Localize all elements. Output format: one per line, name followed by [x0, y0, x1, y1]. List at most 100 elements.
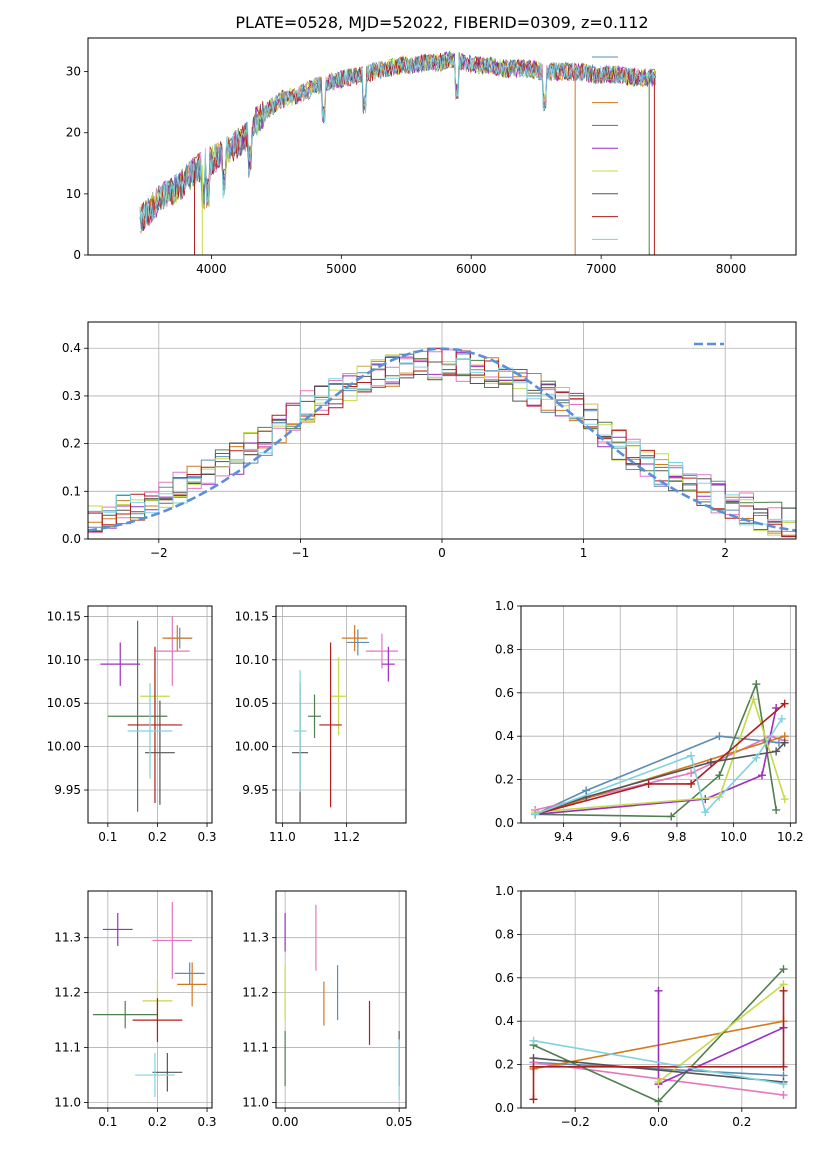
- panel-mass_vs_ebv: 0.00 0.05 11.0 11.1 11.2 11.3: [242, 890, 413, 1129]
- y-tick-label: 10.00: [235, 740, 269, 754]
- axes-frame: [275, 605, 407, 824]
- y-tick-label: 11.0: [54, 1096, 81, 1110]
- mass-weight-line-2: [534, 735, 785, 816]
- y-tick-label: 10.15: [47, 609, 81, 623]
- x-tick-label: 0.00: [272, 1115, 299, 1129]
- mass-weight-line-7: [534, 702, 786, 816]
- plot-area: [88, 606, 212, 823]
- spectrum-line-3: [139, 51, 656, 232]
- panel-mass_weight_vs_Z: −0.2 0.0 0.2 0.0 0.2 0.4 0.6 0.8 1.0: [495, 884, 797, 1129]
- x-tick-label: 10.2: [777, 830, 804, 844]
- y-tick-label: 0.0: [495, 816, 514, 830]
- y-tick-label: 20: [66, 126, 81, 140]
- y-tick-label: 10: [66, 187, 81, 201]
- x-tick-label: 9.4: [554, 830, 573, 844]
- x-tick-label: 0.0: [649, 1115, 668, 1129]
- y-tick-label: 0.0: [62, 532, 81, 546]
- mass-weight-line-0: [534, 735, 780, 816]
- y-tick-label: 0.6: [495, 686, 514, 700]
- y-tick-label: 11.0: [242, 1096, 269, 1110]
- panel-spectrum: 4000 5000 6000 7000 8000 0 10 20 30: [66, 37, 797, 276]
- x-tick-label: 0.3: [197, 830, 216, 844]
- chart-panels: 4000 5000 6000 7000 8000 0 10 20 30 −2 −1 0 1 2 0.0 0.1…: [47, 37, 804, 1129]
- y-tick-label: 30: [66, 65, 81, 79]
- axes-frame: [520, 890, 797, 1109]
- axes-frame: [87, 890, 213, 1109]
- y-tick-label: 10.05: [235, 696, 269, 710]
- y-tick-label: 0.1: [62, 484, 81, 498]
- plot-area: [521, 891, 796, 1108]
- plot-area: [88, 322, 796, 539]
- y-tick-label: 0.8: [495, 642, 514, 656]
- x-tick-label: 0: [438, 546, 446, 560]
- y-tick-label: 9.95: [242, 783, 269, 797]
- y-tick-label: 11.1: [54, 1041, 81, 1055]
- x-tick-label: 11.2: [333, 830, 360, 844]
- y-tick-label: 0.4: [495, 1014, 514, 1028]
- mass-weight-line-4: [535, 707, 777, 816]
- y-tick-label: 0.4: [62, 341, 81, 355]
- y-tick-label: 9.95: [54, 783, 81, 797]
- panel-mass_weight_vs_age: 9.4 9.6 9.8 10.0 10.2 0.0 0.2 0.4 0.6 0.8 1.0: [495, 599, 804, 844]
- x-tick-label: 7000: [586, 262, 617, 276]
- mass-weight-line-6: [533, 1057, 784, 1083]
- mass-weight-line-7: [532, 990, 785, 1100]
- y-tick-label: 0.3: [62, 389, 81, 403]
- spectrum-line-6: [139, 53, 656, 227]
- x-tick-label: 0.2: [732, 1115, 751, 1129]
- figure-title: PLATE=0528, MJD=52022, FIBERID=0309, z=0…: [235, 13, 648, 32]
- y-tick-label: 0.8: [495, 927, 514, 941]
- x-tick-label: −2: [150, 546, 168, 560]
- y-tick-label: 0.4: [495, 729, 514, 743]
- x-tick-label: 6000: [456, 262, 487, 276]
- y-tick-label: 10.10: [47, 653, 81, 667]
- y-tick-label: 11.2: [54, 986, 81, 1000]
- y-tick-label: 10.05: [47, 696, 81, 710]
- x-tick-label: 10.0: [720, 830, 747, 844]
- spectrum-line-8: [139, 54, 656, 228]
- y-tick-label: 0.2: [495, 773, 514, 787]
- y-tick-label: 10.10: [235, 653, 269, 667]
- residual-histogram-7: [88, 347, 796, 537]
- x-tick-label: 9.6: [611, 830, 630, 844]
- plot-area: [139, 50, 656, 255]
- spectrum-line-7: [139, 52, 656, 231]
- y-tick-label: 11.1: [242, 1041, 269, 1055]
- x-tick-label: −0.2: [561, 1115, 590, 1129]
- y-tick-label: 10.00: [47, 740, 81, 754]
- y-tick-label: 11.3: [54, 931, 81, 945]
- plot-area: [88, 891, 212, 1108]
- spectrum-line-1: [139, 52, 656, 235]
- x-tick-label: 0.1: [98, 1115, 117, 1129]
- x-tick-label: 9.8: [667, 830, 686, 844]
- y-tick-label: 1.0: [495, 884, 514, 898]
- mass-weight-line-8: [534, 718, 783, 816]
- panel-mass_vs_Z: 0.1 0.2 0.3 11.0 11.1 11.2 11.3: [54, 890, 217, 1129]
- x-tick-label: 0.2: [148, 1115, 167, 1129]
- plot-area: [521, 606, 796, 823]
- y-tick-label: 0.6: [495, 971, 514, 985]
- axes-frame: [520, 605, 797, 824]
- y-tick-label: 1.0: [495, 599, 514, 613]
- panel-residuals: −2 −1 0 1 2 0.0 0.1 0.2 0.3 0.4: [62, 321, 797, 560]
- y-tick-label: 0.0: [495, 1101, 514, 1115]
- x-tick-label: 5000: [326, 262, 357, 276]
- y-tick-label: 0: [73, 248, 81, 262]
- x-tick-label: 0.1: [98, 830, 117, 844]
- spectrum-line-2: [139, 53, 656, 228]
- x-tick-label: −1: [292, 546, 310, 560]
- y-tick-label: 0.2: [62, 437, 81, 451]
- panel-age_vs_mass: 11.0 11.2 9.95 10.00 10.05 10.10 10.15: [235, 605, 407, 844]
- mass-weight-line-5: [535, 696, 786, 813]
- residual-histogram-8: [88, 358, 796, 526]
- axes-frame: [87, 37, 797, 256]
- y-tick-label: 11.2: [242, 986, 269, 1000]
- normal-reference-curve: [88, 347, 796, 532]
- x-tick-label: 2: [721, 546, 729, 560]
- mass-weight-line-8: [533, 1039, 784, 1085]
- y-tick-label: 11.3: [242, 931, 269, 945]
- x-tick-label: 11.0: [269, 830, 296, 844]
- axes-frame: [87, 605, 213, 824]
- x-tick-label: 4000: [196, 262, 227, 276]
- x-tick-label: 8000: [716, 262, 747, 276]
